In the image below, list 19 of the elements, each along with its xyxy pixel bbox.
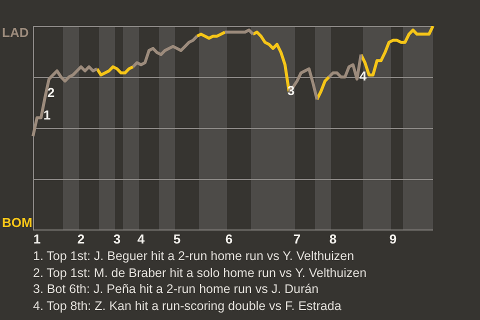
x-tick-label: 4 xyxy=(137,231,146,246)
x-tick-label: 1 xyxy=(33,231,41,246)
text: 1. Top 1st: J. Beguer hit a 2-run home run vs Y. Velthuizen xyxy=(33,248,356,264)
x-tick-label: 2 xyxy=(77,231,85,246)
text: 2. Top 1st: M. de Braber hit a solo home run vs Y. Velthuizen xyxy=(33,264,367,281)
text: 3. Bot 6th: J. Peña hit a 2-run home run vs J. Durán xyxy=(33,281,320,298)
x-tick-label: 5 xyxy=(173,231,181,246)
annotation: 4 xyxy=(359,68,368,84)
x-tick-label: 7 xyxy=(293,231,301,246)
x-tick-label: 8 xyxy=(329,231,337,246)
annotation: 1 xyxy=(43,107,51,122)
x-tick-label: 6 xyxy=(225,231,233,246)
annotation: 2 xyxy=(47,84,55,100)
text: 4. Top 8th: Z. Kan hit a run-scoring double vs F. Estrada xyxy=(33,298,342,314)
text: BOM xyxy=(2,215,32,230)
x-tick-label: 9 xyxy=(389,231,397,246)
x-tick-label: 3 xyxy=(113,231,121,246)
annotation: 3 xyxy=(287,82,295,98)
text: LAD xyxy=(2,25,29,40)
